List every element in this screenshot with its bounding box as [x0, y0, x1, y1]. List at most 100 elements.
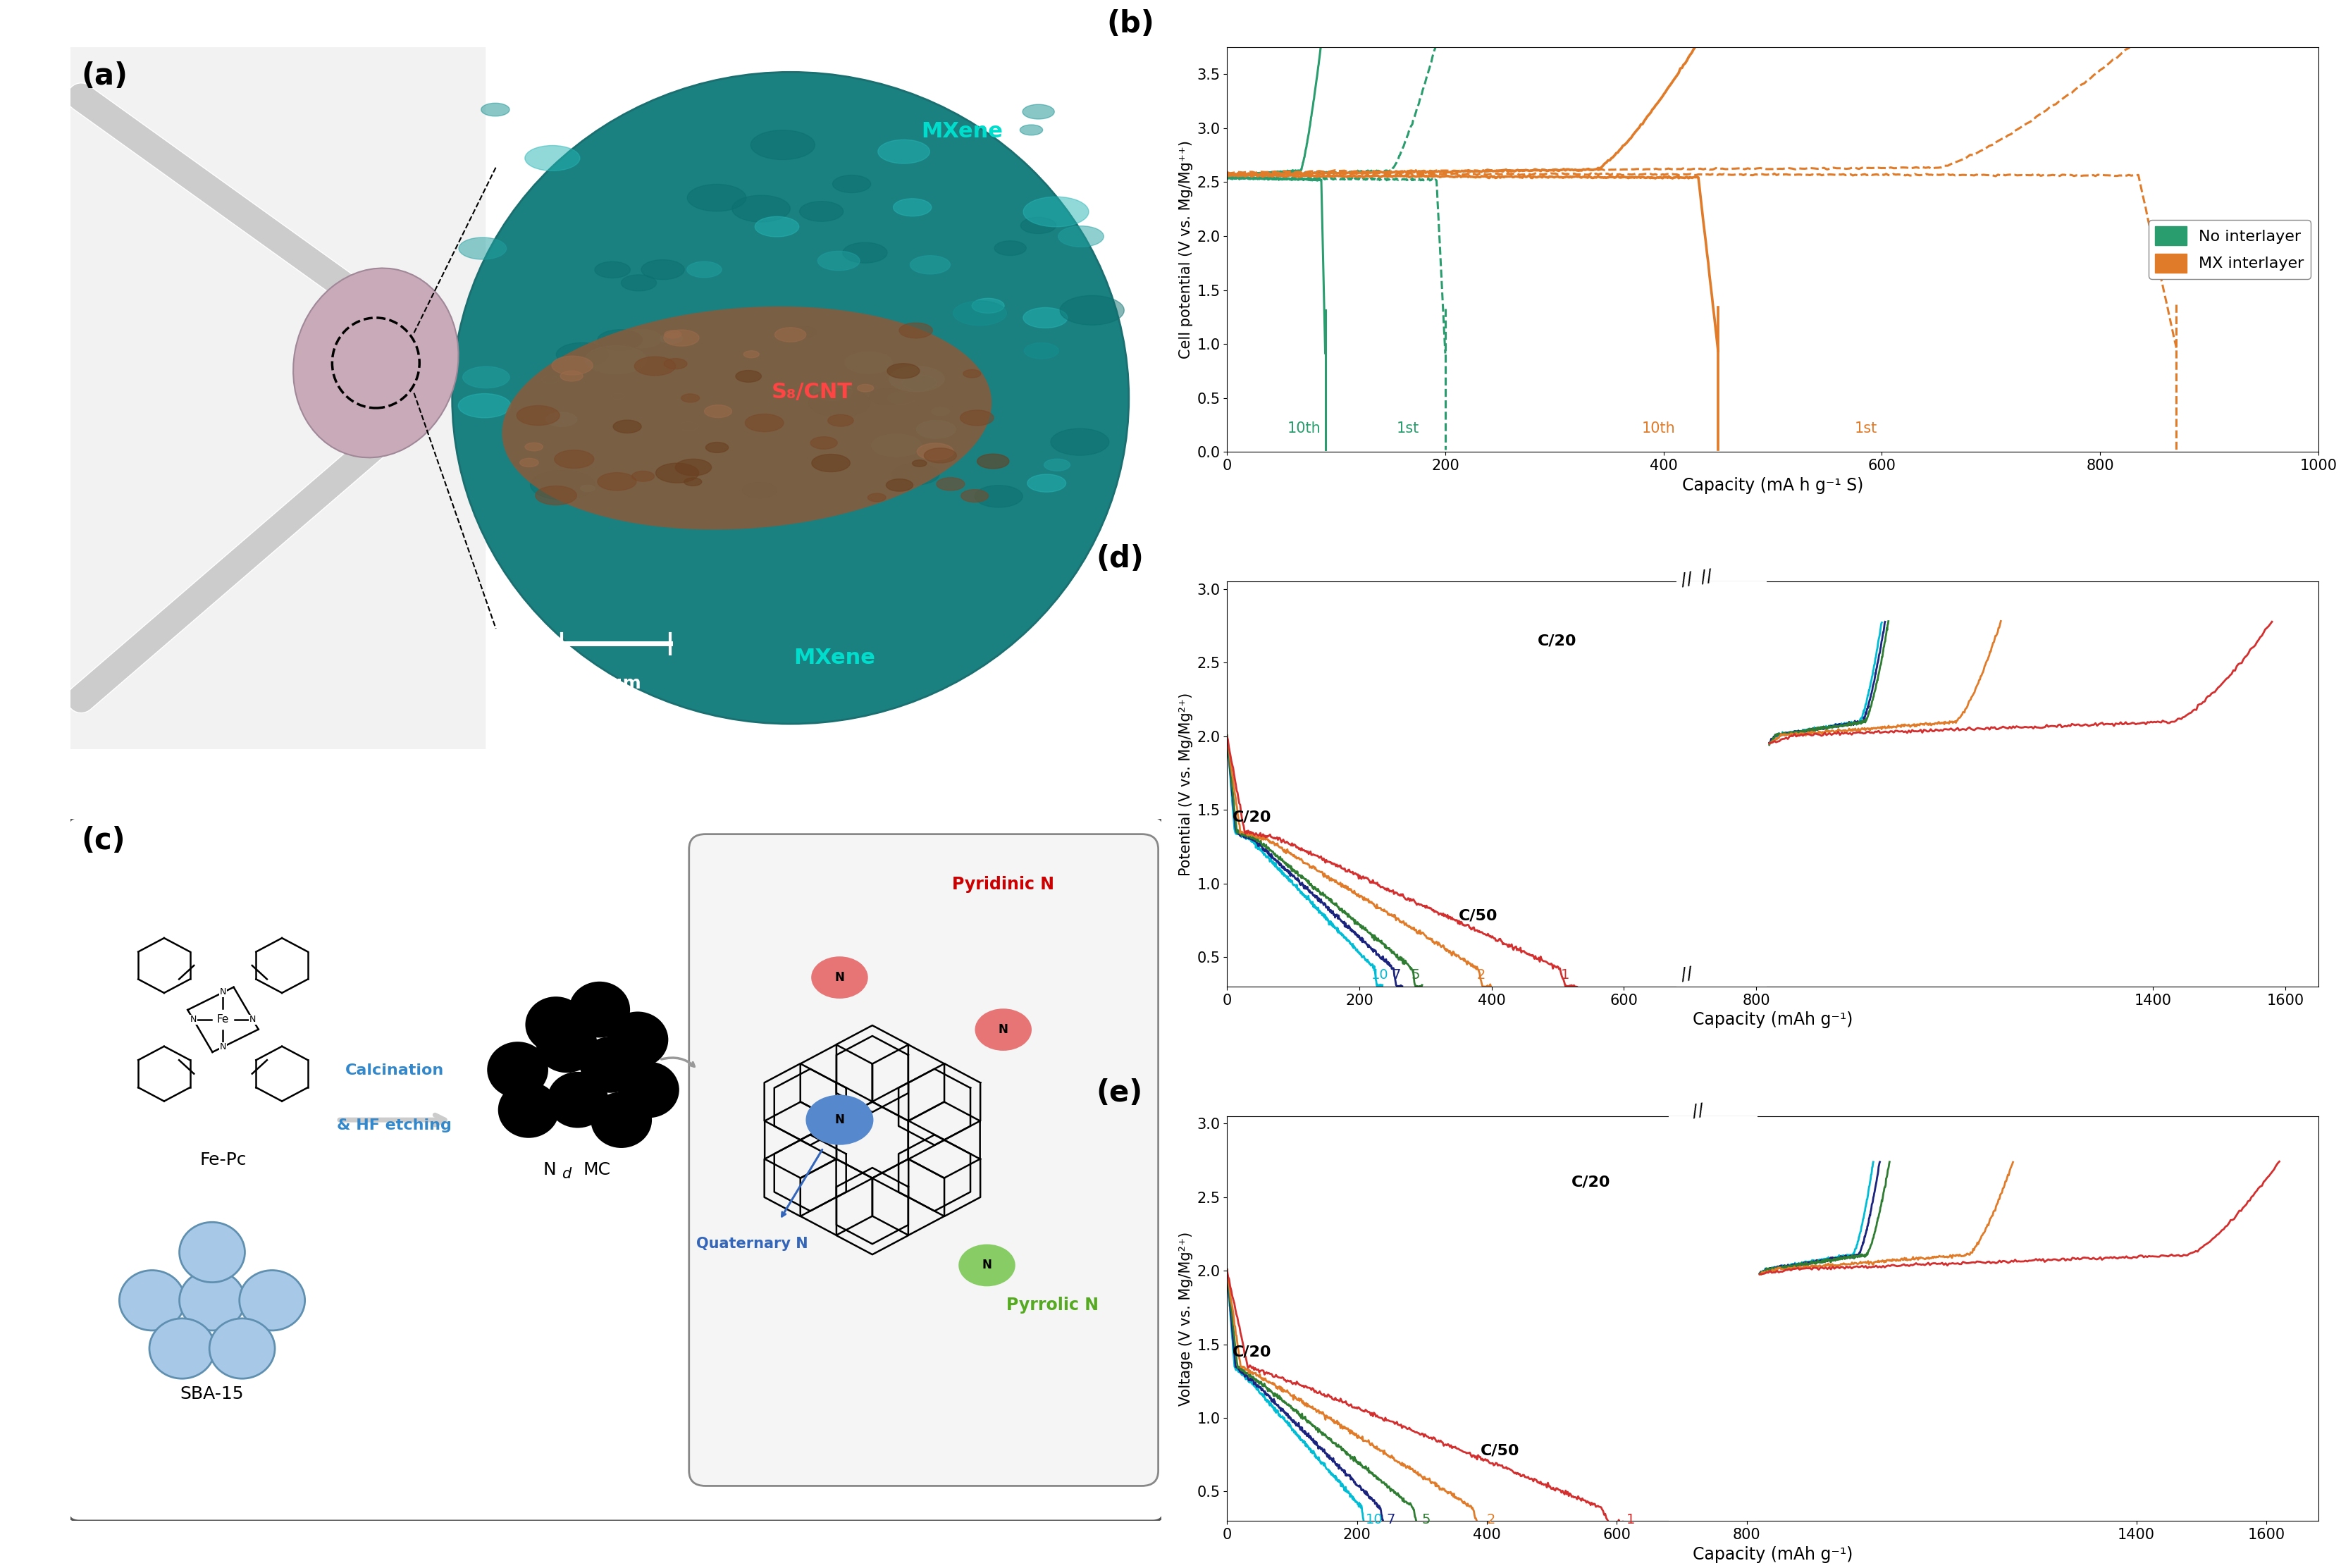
Text: & HF etching: & HF etching — [337, 1118, 452, 1132]
Ellipse shape — [552, 356, 592, 375]
Ellipse shape — [581, 485, 595, 492]
Text: C/20: C/20 — [1231, 811, 1271, 825]
Circle shape — [524, 997, 585, 1052]
Text: 5: 5 — [1409, 969, 1419, 982]
Ellipse shape — [918, 444, 953, 459]
Text: C/50: C/50 — [1480, 1444, 1519, 1458]
Ellipse shape — [559, 372, 583, 381]
Ellipse shape — [1028, 474, 1065, 492]
Ellipse shape — [913, 459, 927, 467]
Ellipse shape — [754, 216, 798, 237]
Text: S₈/CNT: S₈/CNT — [773, 381, 852, 403]
Ellipse shape — [869, 494, 885, 502]
Ellipse shape — [459, 237, 506, 259]
Ellipse shape — [805, 1094, 873, 1145]
Ellipse shape — [555, 450, 595, 469]
Text: N: N — [220, 1043, 227, 1052]
Text: 1: 1 — [1561, 969, 1568, 982]
Ellipse shape — [899, 323, 932, 339]
Ellipse shape — [735, 370, 761, 383]
Circle shape — [239, 1270, 304, 1331]
Circle shape — [548, 1073, 609, 1127]
Y-axis label: Potential (V vs. Mg/Mg²⁺): Potential (V vs. Mg/Mg²⁺) — [1178, 693, 1192, 875]
Text: 1st: 1st — [1854, 422, 1877, 436]
Ellipse shape — [663, 329, 700, 347]
Circle shape — [536, 1016, 597, 1073]
Ellipse shape — [1023, 196, 1089, 227]
Ellipse shape — [585, 345, 646, 373]
Text: 2: 2 — [1477, 969, 1484, 982]
Text: //: // — [1678, 964, 1693, 983]
Circle shape — [119, 1270, 185, 1331]
Circle shape — [180, 1270, 246, 1331]
Ellipse shape — [665, 359, 686, 368]
Ellipse shape — [595, 262, 630, 278]
Ellipse shape — [829, 414, 852, 426]
Text: 2 μm: 2 μm — [590, 676, 641, 691]
Text: Quaternary N: Quaternary N — [695, 1237, 808, 1251]
Ellipse shape — [557, 343, 609, 367]
Ellipse shape — [536, 486, 576, 505]
Ellipse shape — [688, 185, 747, 212]
Ellipse shape — [611, 394, 625, 400]
Ellipse shape — [684, 478, 702, 486]
Text: //: // — [1690, 1102, 1704, 1121]
Ellipse shape — [452, 72, 1128, 724]
Ellipse shape — [869, 389, 906, 405]
Circle shape — [180, 1221, 246, 1283]
Text: (a): (a) — [82, 61, 129, 91]
Ellipse shape — [1023, 343, 1058, 359]
Text: (b): (b) — [1107, 9, 1154, 39]
Ellipse shape — [857, 384, 873, 392]
Ellipse shape — [887, 392, 915, 405]
Bar — [70, 47, 485, 750]
Ellipse shape — [878, 140, 929, 163]
Text: Pyridinic N: Pyridinic N — [953, 877, 1053, 892]
Legend: No interlayer, MX interlayer: No interlayer, MX interlayer — [2149, 220, 2311, 279]
Circle shape — [569, 982, 630, 1038]
Ellipse shape — [1060, 295, 1124, 325]
Ellipse shape — [705, 405, 733, 417]
Ellipse shape — [812, 383, 852, 401]
Ellipse shape — [660, 334, 684, 343]
Text: 10: 10 — [1372, 969, 1388, 982]
Ellipse shape — [1058, 226, 1103, 246]
FancyBboxPatch shape — [688, 834, 1159, 1486]
Text: 7: 7 — [1393, 969, 1400, 982]
Ellipse shape — [915, 420, 955, 439]
Ellipse shape — [887, 364, 920, 378]
Ellipse shape — [957, 1245, 1016, 1286]
Text: 10th: 10th — [1288, 422, 1320, 436]
Ellipse shape — [960, 489, 988, 502]
Ellipse shape — [1044, 459, 1070, 470]
Text: //: // — [1700, 568, 1714, 586]
Circle shape — [618, 1062, 679, 1118]
Ellipse shape — [480, 103, 510, 116]
Ellipse shape — [293, 268, 459, 458]
Text: C/20: C/20 — [1231, 1345, 1271, 1359]
Text: N: N — [833, 971, 845, 983]
Text: SBA-15: SBA-15 — [180, 1385, 243, 1402]
Ellipse shape — [1021, 125, 1042, 135]
Ellipse shape — [843, 243, 887, 263]
Text: N: N — [220, 988, 227, 997]
Ellipse shape — [1021, 218, 1056, 234]
Circle shape — [606, 1011, 667, 1068]
Text: MXene: MXene — [794, 648, 876, 668]
Ellipse shape — [520, 458, 538, 467]
Circle shape — [590, 1091, 651, 1148]
Text: //: // — [1678, 571, 1693, 590]
Text: Pyrrolic N: Pyrrolic N — [1007, 1297, 1098, 1314]
Circle shape — [581, 1036, 641, 1093]
Ellipse shape — [464, 367, 510, 387]
Text: 10: 10 — [1365, 1513, 1381, 1527]
Text: 1: 1 — [1627, 1513, 1634, 1527]
Ellipse shape — [1051, 428, 1110, 455]
Ellipse shape — [545, 412, 576, 426]
Ellipse shape — [620, 329, 663, 348]
Circle shape — [487, 1041, 548, 1098]
Ellipse shape — [674, 459, 712, 475]
Ellipse shape — [932, 408, 950, 416]
Bar — [1671, 1082, 1753, 1524]
Text: N: N — [833, 1113, 845, 1126]
